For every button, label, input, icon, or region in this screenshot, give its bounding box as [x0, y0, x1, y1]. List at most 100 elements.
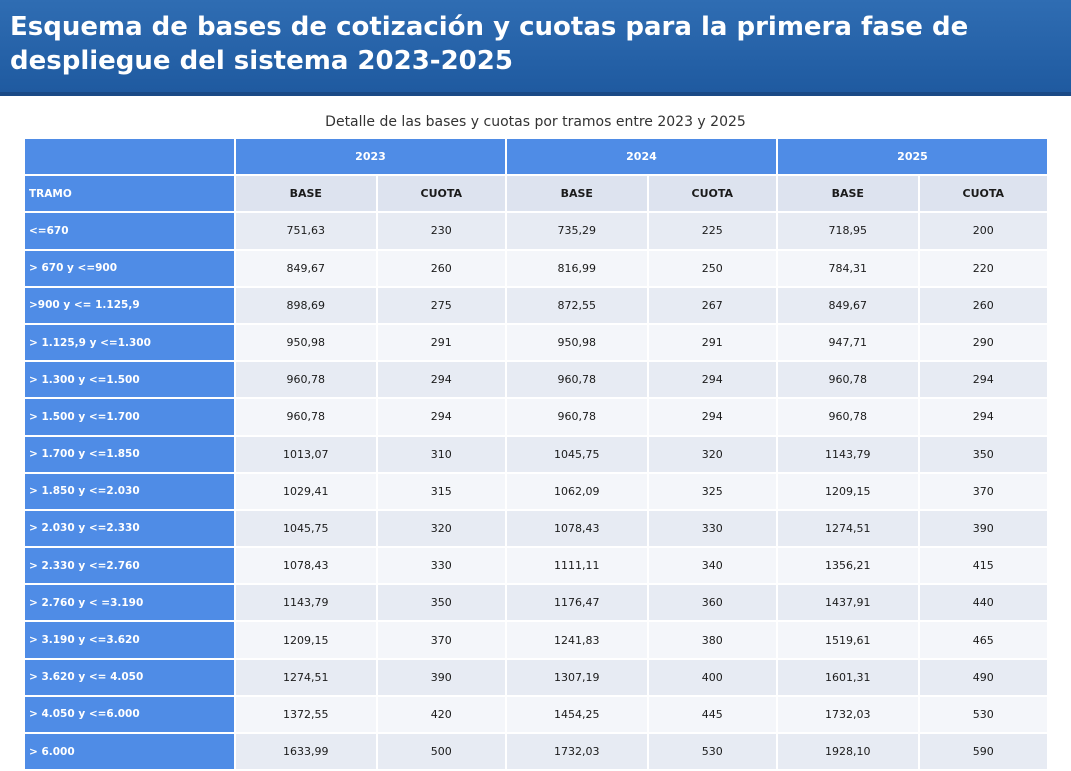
cuota-cell: 590	[919, 734, 1047, 770]
base-cell: 735,29	[506, 213, 647, 249]
base-cell: 1045,75	[506, 436, 647, 472]
cuota-cell: 390	[377, 659, 505, 695]
cuota-cell: 490	[919, 659, 1047, 695]
cuota-cell: 380	[648, 622, 776, 658]
tramo-cell: > 1.700 y <=1.850	[25, 436, 234, 472]
cuota-cell: 350	[919, 436, 1047, 472]
base-cell: 718,95	[777, 213, 918, 249]
cuota-cell: 420	[377, 696, 505, 732]
tramo-cell: > 1.850 y <=2.030	[25, 473, 234, 509]
cuota-cell: 220	[919, 250, 1047, 286]
cuota-cell: 290	[919, 324, 1047, 361]
tramo-cell: > 3.620 y <= 4.050	[25, 659, 234, 695]
title-banner: Esquema de bases de cotización y cuotas …	[0, 0, 1071, 96]
base-header-2025: BASE	[777, 176, 918, 212]
table-row: > 3.190 y <=3.620 1209,15 370 1241,83 380 151…	[25, 622, 1047, 658]
base-cell: 950,98	[506, 324, 647, 361]
cuota-cell: 294	[648, 399, 776, 435]
base-cell: 849,67	[777, 287, 918, 323]
table-row: > 2.760 y < =3.190 1143,79 350 1176,47 360 14…	[25, 585, 1047, 621]
base-cell: 960,78	[236, 362, 376, 398]
table-body: <=670 751,63 230 735,29 225 718,95 200 > 670 y …	[25, 213, 1047, 770]
base-cell: 872,55	[506, 287, 647, 323]
base-header-2023: BASE	[236, 176, 376, 212]
page-title: Esquema de bases de cotización y cuotas …	[10, 12, 969, 76]
table-row: > 1.850 y <=2.030 1029,41 315 1062,09 325 120…	[25, 473, 1047, 509]
year-2024-header: 2024	[506, 139, 776, 175]
base-cell: 960,78	[236, 399, 376, 435]
cuota-cell: 230	[377, 213, 505, 249]
base-cell: 1356,21	[777, 548, 918, 584]
cuota-cell: 315	[377, 473, 505, 509]
table-row: > 1.125,9 y <=1.300 950,98 291 950,98 291 947…	[25, 324, 1047, 361]
table-row: > 2.030 y <=2.330 1045,75 320 1078,43 330 127…	[25, 510, 1047, 547]
base-cell: 816,99	[506, 250, 647, 286]
base-cell: 950,98	[236, 324, 376, 361]
cuota-cell: 310	[377, 436, 505, 472]
cuota-cell: 400	[648, 659, 776, 695]
table-row: > 3.620 y <= 4.050 1274,51 390 1307,19 400 16…	[25, 659, 1047, 695]
cuota-cell: 440	[919, 585, 1047, 621]
tramo-cell: > 2.330 y <=2.760	[25, 548, 234, 584]
cuota-cell: 350	[377, 585, 505, 621]
base-header-2024: BASE	[506, 176, 647, 212]
table-caption: Detalle de las bases y cuotas por tramos…	[325, 114, 746, 130]
tramo-cell: > 4.050 y <=6.000	[25, 696, 234, 732]
base-cell: 1437,91	[777, 585, 918, 621]
tramo-header: TRAMO	[25, 176, 234, 212]
tramo-cell: > 1.300 y <=1.500	[25, 362, 234, 398]
base-cell: 1111,11	[506, 548, 647, 584]
base-cell: 1209,15	[236, 622, 376, 658]
base-cell: 849,67	[236, 250, 376, 286]
base-cell: 960,78	[506, 399, 647, 435]
base-cell: 1372,55	[236, 696, 376, 732]
cuota-cell: 370	[377, 622, 505, 658]
cuota-cell: 370	[919, 473, 1047, 509]
base-cell: 898,69	[236, 287, 376, 323]
base-cell: 1078,43	[236, 548, 376, 584]
cuota-cell: 530	[919, 696, 1047, 732]
cuota-cell: 320	[377, 510, 505, 547]
cuota-cell: 415	[919, 548, 1047, 584]
base-cell: 1274,51	[236, 659, 376, 695]
cuota-cell: 267	[648, 287, 776, 323]
base-cell: 1078,43	[506, 510, 647, 547]
base-cell: 1601,31	[777, 659, 918, 695]
cuota-header-2024: CUOTA	[648, 176, 776, 212]
table-row: > 4.050 y <=6.000 1372,55 420 1454,25 445 173…	[25, 696, 1047, 732]
cuota-cell: 260	[919, 287, 1047, 323]
cuota-cell: 360	[648, 585, 776, 621]
base-cell: 784,31	[777, 250, 918, 286]
year-header-row: 2023 2024 2025	[25, 139, 1047, 175]
cuota-cell: 225	[648, 213, 776, 249]
table-row: > 1.500 y <=1.700 960,78 294 960,78 294 960,7…	[25, 399, 1047, 435]
tramo-cell: > 3.190 y <=3.620	[25, 622, 234, 658]
base-cell: 1029,41	[236, 473, 376, 509]
base-cell: 960,78	[777, 399, 918, 435]
base-cell: 1045,75	[236, 510, 376, 547]
base-cell: 1241,83	[506, 622, 647, 658]
base-cell: 1454,25	[506, 696, 647, 732]
cuota-cell: 275	[377, 287, 505, 323]
cuota-cell: 330	[377, 548, 505, 584]
table-row: > 1.700 y <=1.850 1013,07 310 1045,75 320 114…	[25, 436, 1047, 472]
base-cell: 1633,99	[236, 734, 376, 770]
tramo-cell: > 2.030 y <=2.330	[25, 510, 234, 547]
cuota-cell: 291	[377, 324, 505, 361]
base-cell: 1176,47	[506, 585, 647, 621]
cuota-cell: 340	[648, 548, 776, 584]
cuota-cell: 500	[377, 734, 505, 770]
table-row: > 1.300 y <=1.500 960,78 294 960,78 294 960,7…	[25, 362, 1047, 398]
base-cell: 1519,61	[777, 622, 918, 658]
cuota-cell: 530	[648, 734, 776, 770]
base-cell: 1928,10	[777, 734, 918, 770]
base-cell: 1062,09	[506, 473, 647, 509]
tramo-cell: > 2.760 y < =3.190	[25, 585, 234, 621]
cuota-header-2023: CUOTA	[377, 176, 505, 212]
tramo-cell: >900 y <= 1.125,9	[25, 287, 234, 323]
table-row: > 2.330 y <=2.760 1078,43 330 1111,11 340 135…	[25, 548, 1047, 584]
tramo-cell: <=670	[25, 213, 234, 249]
cuota-cell: 260	[377, 250, 505, 286]
base-cell: 1013,07	[236, 436, 376, 472]
corner-cell	[25, 139, 234, 175]
